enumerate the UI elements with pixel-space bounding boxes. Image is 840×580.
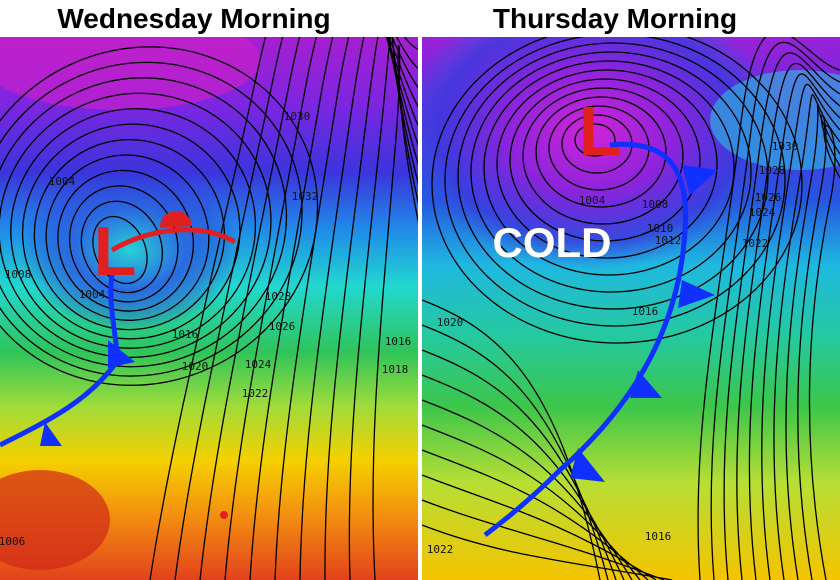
isobar (21, 123, 241, 340)
isobar (224, 37, 418, 580)
front-symbol (40, 422, 62, 446)
isobar (773, 94, 840, 580)
isobar-label: 1008 (642, 198, 669, 211)
isobar (761, 83, 840, 580)
isobar (10, 108, 257, 349)
isobar (483, 60, 735, 276)
isobar-label: 1026 (755, 191, 782, 204)
isobar (348, 37, 418, 580)
isobar (199, 37, 418, 580)
isobar (574, 123, 616, 157)
isobar (422, 499, 665, 580)
front-symbol (630, 370, 662, 398)
isobar-label: 1008 (5, 268, 32, 281)
isobar-label: 1024 (749, 206, 776, 219)
isobar (422, 474, 657, 580)
isobar-label: 1024 (245, 358, 272, 371)
isobar (723, 52, 840, 580)
isobar-label: 1020 (437, 316, 464, 329)
front-symbol (682, 165, 718, 195)
isobar-label: 1004 (49, 175, 76, 188)
isobars: 1030 1028 1026 1024 1022 1020 1016 1016 1022 1004… (422, 37, 840, 580)
isobar (496, 69, 718, 259)
isobar-label: 1022 (242, 387, 269, 400)
isobar (372, 45, 418, 580)
isobar (422, 424, 641, 580)
isobar-label: 1016 (172, 328, 199, 341)
shading (0, 470, 110, 570)
isobar-label: 1028 (759, 164, 786, 177)
isobar (174, 37, 418, 580)
front-symbol (108, 340, 135, 368)
isobar (422, 524, 673, 580)
panel-title: Wednesday Morning (57, 3, 330, 34)
isobar-label: 1006 (0, 535, 25, 548)
isobar (0, 61, 303, 377)
isobar (422, 399, 633, 580)
cold-front (483, 141, 689, 537)
front-symbol (159, 210, 192, 228)
isobar (710, 41, 840, 580)
isobar (0, 92, 272, 359)
right-panel: 1030 1028 1026 1024 1022 1020 1016 1016 1022 1004… (422, 37, 840, 580)
isobar (0, 46, 319, 386)
isobar (92, 215, 148, 285)
isobar (785, 104, 840, 580)
shading (0, 37, 260, 110)
divider (418, 37, 422, 580)
isobar-label: 1020 (182, 360, 209, 373)
isobar-label: 1022 (742, 237, 769, 250)
isobar (444, 37, 786, 327)
isobar-label: 1012 (655, 234, 682, 247)
left-panel: 1030 1032 1028 1026 1024 1022 1020 1016 1016 1018… (0, 37, 418, 580)
isobar-label: 1030 (284, 110, 311, 123)
isobar (299, 37, 418, 580)
isobar (324, 37, 418, 580)
isobar-label: 1028 (265, 290, 292, 303)
isobar-label: 1032 (292, 190, 319, 203)
isobar-label: 1026 (269, 320, 296, 333)
isobar (808, 125, 840, 580)
isobar-label: 1018 (382, 363, 409, 376)
front-symbol (678, 280, 715, 308)
isobar-label: 1022 (427, 543, 454, 556)
isobar (249, 37, 418, 580)
warm-front (110, 227, 237, 253)
isobar-label: 1004 (579, 194, 606, 207)
isobar-label: 1016 (385, 335, 412, 348)
isobar (149, 37, 418, 580)
isobar (45, 154, 210, 321)
isobar (535, 96, 667, 208)
panel-title: Thursday Morning (493, 3, 737, 34)
isobar (697, 37, 840, 580)
isobar (797, 114, 840, 580)
isobar (57, 169, 195, 312)
low-symbol: L (579, 92, 622, 170)
isobar (736, 62, 840, 580)
isobar-label: 1004 (79, 288, 106, 301)
isobar (422, 299, 601, 580)
isobar-label: 1016 (645, 530, 672, 543)
isobar (748, 73, 840, 580)
isobar (33, 138, 226, 331)
isobar-label: 1016 (632, 305, 659, 318)
isobar-label: 1010 (647, 222, 674, 235)
marker (220, 511, 228, 519)
isobar (457, 42, 769, 310)
isobar (522, 87, 684, 225)
isobar (470, 51, 752, 293)
isobar-label: 1030 (772, 140, 799, 153)
isobar (509, 78, 701, 242)
air-mass-label: COLD (493, 219, 612, 266)
low-symbol: L (94, 212, 137, 290)
isobar (431, 37, 803, 344)
front-symbol (570, 448, 605, 482)
